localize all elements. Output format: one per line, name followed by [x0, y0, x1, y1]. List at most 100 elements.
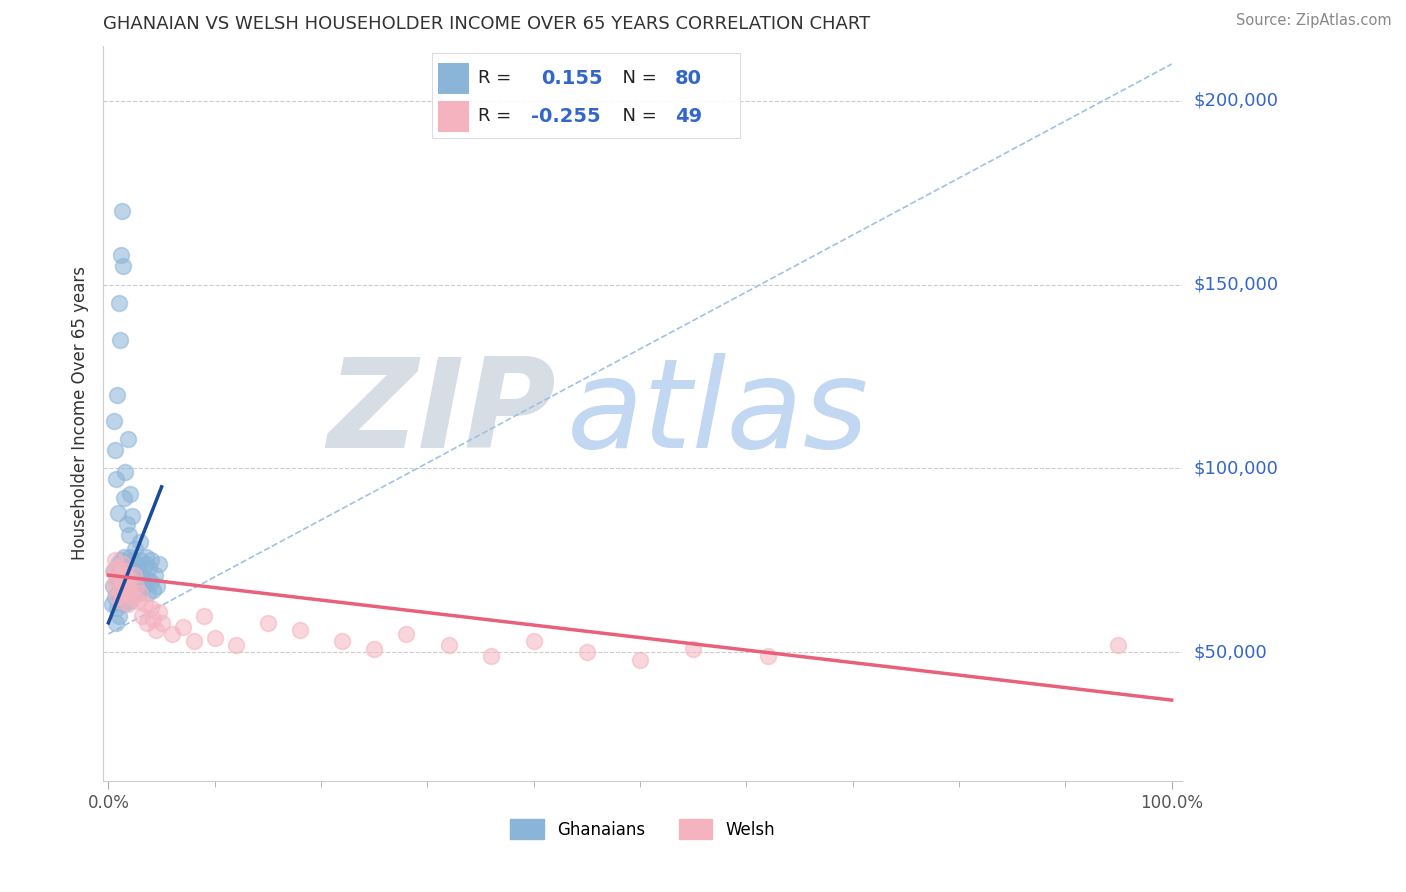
Point [117, 565, 139, 579]
Point [112, 259, 135, 273]
Point [117, 432, 139, 446]
Point [117, 590, 139, 604]
Point [114, 465, 136, 479]
Point [127, 572, 149, 586]
Point [112, 491, 135, 505]
Point [125, 579, 148, 593]
Text: $200,000: $200,000 [1194, 92, 1278, 110]
Point [107, 560, 129, 574]
Point [125, 557, 148, 571]
Text: Source: ZipAtlas.com: Source: ZipAtlas.com [1236, 13, 1392, 29]
Point [105, 388, 128, 402]
Point [118, 572, 141, 586]
Text: ZIP: ZIP [328, 353, 557, 474]
Text: $150,000: $150,000 [1194, 276, 1278, 293]
Point [523, 634, 546, 648]
Point [114, 565, 136, 579]
Point [121, 590, 143, 604]
Point [575, 645, 598, 659]
Point [135, 549, 157, 564]
Point [108, 568, 131, 582]
Point [107, 586, 129, 600]
Point [104, 473, 127, 487]
Point [105, 590, 128, 604]
Text: atlas: atlas [567, 353, 869, 474]
Point [107, 506, 129, 520]
Point [172, 619, 194, 633]
Point [112, 586, 135, 600]
Point [112, 557, 135, 571]
Point [257, 615, 280, 630]
Point [136, 586, 159, 600]
Point [103, 565, 125, 579]
Text: $100,000: $100,000 [1194, 459, 1278, 477]
Point [330, 634, 353, 648]
Point [110, 594, 132, 608]
Point [150, 615, 173, 630]
Point [112, 575, 135, 590]
Point [115, 557, 138, 571]
Point [124, 542, 146, 557]
Point [115, 579, 138, 593]
Point [162, 627, 184, 641]
Point [108, 560, 131, 574]
Point [104, 615, 127, 630]
Point [127, 586, 149, 600]
Point [104, 590, 127, 604]
Point [138, 560, 160, 574]
Point [124, 565, 146, 579]
Point [145, 624, 167, 638]
Point [122, 586, 145, 600]
Point [104, 443, 127, 458]
Point [127, 594, 149, 608]
Point [288, 624, 311, 638]
Point [104, 572, 127, 586]
Point [112, 598, 135, 612]
Point [121, 560, 143, 574]
Point [111, 594, 134, 608]
Point [139, 553, 162, 567]
Text: $50,000: $50,000 [1194, 643, 1267, 661]
Point [756, 648, 779, 663]
Point [108, 565, 131, 579]
Point [108, 333, 131, 347]
Point [108, 296, 131, 310]
Point [135, 615, 157, 630]
Point [103, 579, 125, 593]
Point [111, 575, 134, 590]
Point [139, 601, 162, 615]
Point [129, 575, 152, 590]
Point [111, 204, 134, 219]
Point [112, 586, 135, 600]
Point [129, 586, 152, 600]
Point [129, 553, 152, 567]
Point [108, 582, 131, 597]
Point [139, 575, 162, 590]
Point [114, 568, 136, 582]
Point [146, 579, 169, 593]
Point [117, 598, 139, 612]
Point [132, 579, 155, 593]
Point [103, 414, 125, 428]
Point [117, 527, 139, 541]
Point [108, 608, 131, 623]
Point [110, 248, 132, 262]
Point [118, 549, 141, 564]
Point [225, 638, 247, 652]
Point [395, 627, 418, 641]
Point [114, 582, 136, 597]
Point [101, 565, 124, 579]
Point [108, 582, 131, 597]
Point [131, 608, 153, 623]
Point [108, 568, 131, 582]
Point [110, 579, 132, 593]
Point [628, 653, 651, 667]
Point [107, 557, 129, 571]
Point [363, 641, 385, 656]
Point [148, 557, 170, 571]
Point [437, 638, 460, 652]
Point [142, 612, 165, 626]
Point [204, 631, 226, 645]
Legend: Ghanaians, Welsh: Ghanaians, Welsh [503, 813, 782, 847]
Point [131, 582, 153, 597]
